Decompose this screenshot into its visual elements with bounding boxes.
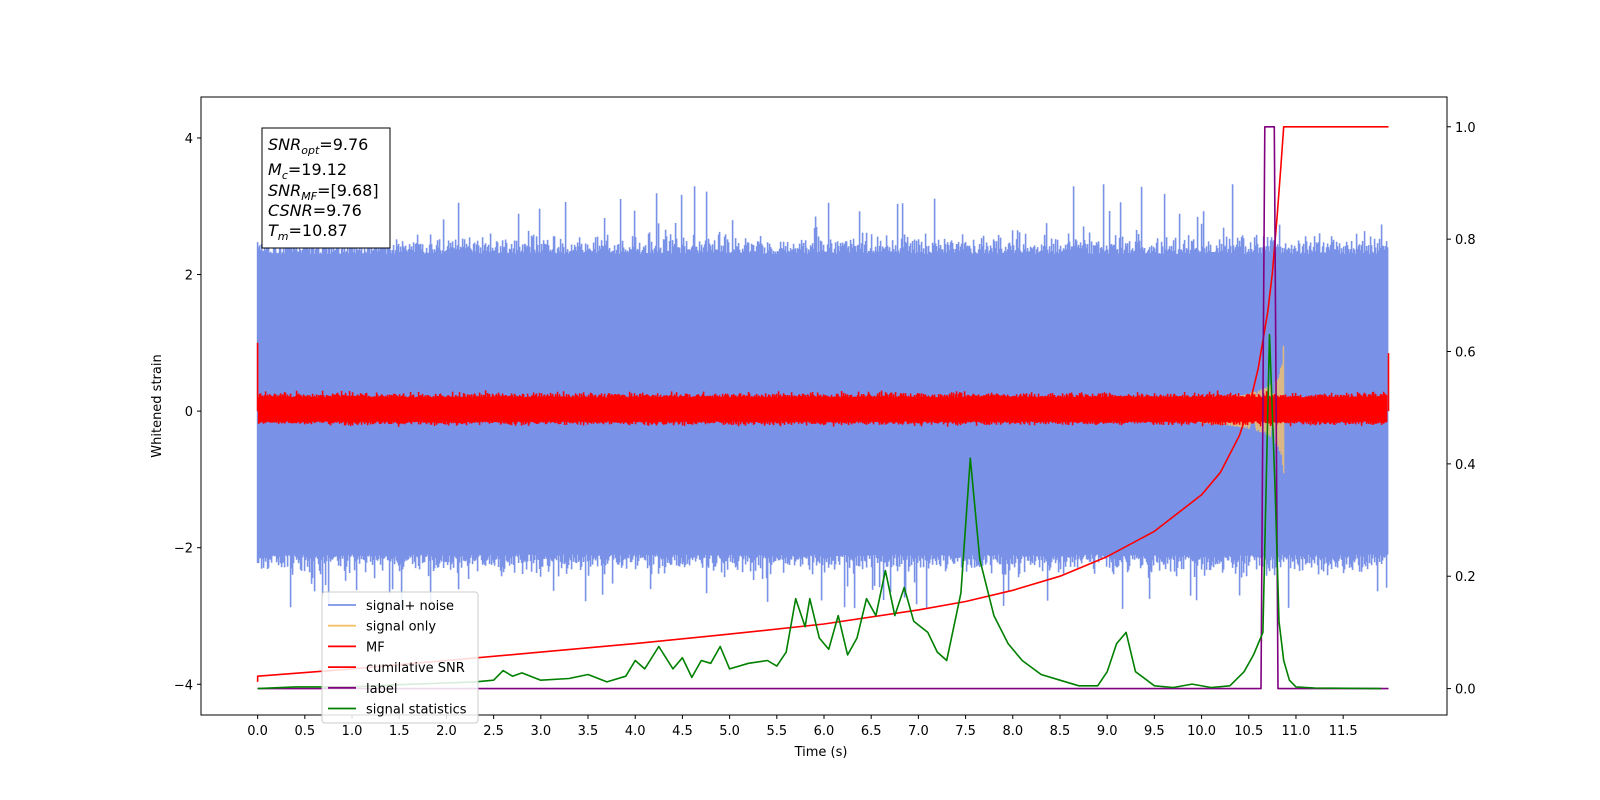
x-tick-label: 2.0 (436, 724, 457, 739)
y2-tick-label: 0.6 (1455, 346, 1476, 361)
x-tick-label: 9.0 (1097, 724, 1118, 739)
info-tm-subscript: m (278, 230, 289, 243)
legend-label: signal only (366, 620, 436, 635)
info-snr-opt-value: =9.76 (319, 135, 368, 154)
right-axis-series-layer (256, 126, 1389, 690)
info-csnr-symbol: CSNR (268, 201, 313, 220)
x-tick-label: 0.5 (294, 724, 315, 739)
x-tick-label: 5.0 (719, 724, 740, 739)
legend: signal+ noise signal only MF cumilative SNR… (321, 591, 479, 724)
info-snr-opt-symbol: SNR (268, 135, 301, 154)
x-tick-label: 0.0 (247, 724, 268, 739)
info-mc-value: =19.12 (288, 160, 347, 179)
info-snr-mf-subscript: MF (301, 190, 317, 203)
y2-axis-ticks: 1.0 0.8 0.6 0.4 0.2 0.0 (1447, 121, 1476, 698)
info-csnr: CSNR=9.76 (268, 201, 362, 220)
x-tick-label: 3.5 (578, 724, 599, 739)
x-tick-label: 1.5 (389, 724, 410, 739)
info-mc-symbol: M (268, 160, 282, 179)
x-tick-label: 3.0 (530, 724, 551, 739)
y2-tick-label: 1.0 (1455, 121, 1476, 136)
info-snr-opt: SNRopt=9.76 (268, 135, 368, 157)
x-tick-label: 10.5 (1234, 724, 1263, 739)
x-tick-label: 7.0 (908, 724, 929, 739)
legend-label: MF (366, 640, 385, 655)
y-tick-label: 0 (185, 405, 193, 420)
info-csnr-value: =9.76 (313, 201, 362, 220)
info-snr-opt-subscript: opt (301, 144, 320, 157)
y-tick-label: 4 (185, 132, 193, 147)
y-axis-ticks: 4 2 0 −2 −4 (174, 132, 201, 693)
y-tick-label: −2 (174, 542, 193, 557)
legend-label: cumilative SNR (366, 661, 465, 676)
info-snr-mf-symbol: SNR (268, 181, 301, 200)
legend-label: signal+ noise (366, 599, 454, 614)
y2-tick-label: 0.8 (1455, 233, 1476, 248)
x-tick-label: 8.5 (1050, 724, 1071, 739)
x-axis-label: Time (s) (794, 745, 848, 760)
signal-statistics-line (257, 333, 1381, 690)
x-tick-label: 5.5 (766, 724, 787, 739)
x-tick-label: 7.5 (955, 724, 976, 739)
info-mc-subscript: c (282, 169, 288, 182)
x-tick-label: 4.5 (672, 724, 693, 739)
y2-tick-label: 0.0 (1455, 683, 1476, 698)
legend-frame (321, 591, 479, 724)
info-snr-mf: SNRMF=[9.68] (268, 181, 379, 203)
y-tick-label: −4 (174, 678, 193, 693)
x-tick-label: 6.0 (814, 724, 835, 739)
info-box: SNRopt=9.76 Mc=19.12 SNRMF=[9.68] CSNR=9… (261, 127, 391, 249)
x-tick-label: 11.0 (1281, 724, 1310, 739)
cumulative-snr-line (256, 126, 1389, 682)
y-axis-label: Whitened strain (150, 354, 165, 457)
x-axis-ticks: 0.0 0.5 1.0 1.5 2.0 2.5 3.0 3.5 4.0 4.5 5.0 5.5 6.0 6… (247, 715, 1358, 739)
info-tm: Tm=10.87 (268, 221, 348, 243)
y2-tick-label: 0.4 (1455, 458, 1476, 473)
info-mc: Mc=19.12 (268, 160, 347, 182)
x-tick-label: 2.5 (483, 724, 504, 739)
x-tick-label: 10.0 (1187, 724, 1216, 739)
x-tick-label: 4.0 (625, 724, 646, 739)
legend-label: signal statistics (366, 703, 467, 718)
y2-tick-label: 0.2 (1455, 570, 1476, 585)
info-tm-symbol: T (268, 221, 279, 240)
label-line (257, 126, 1389, 690)
x-tick-label: 1.0 (342, 724, 363, 739)
x-tick-label: 8.0 (1002, 724, 1023, 739)
info-box-frame (261, 127, 391, 249)
legend-entries: signal+ noise signal only MF cumilative SNR… (328, 599, 467, 718)
info-snr-mf-value: =[9.68] (317, 181, 379, 200)
y-tick-label: 2 (185, 269, 193, 284)
x-tick-label: 9.5 (1144, 724, 1165, 739)
x-tick-label: 6.5 (861, 724, 882, 739)
x-tick-label: 11.5 (1329, 724, 1358, 739)
info-tm-value: =10.87 (289, 221, 348, 240)
legend-label: label (366, 682, 397, 697)
